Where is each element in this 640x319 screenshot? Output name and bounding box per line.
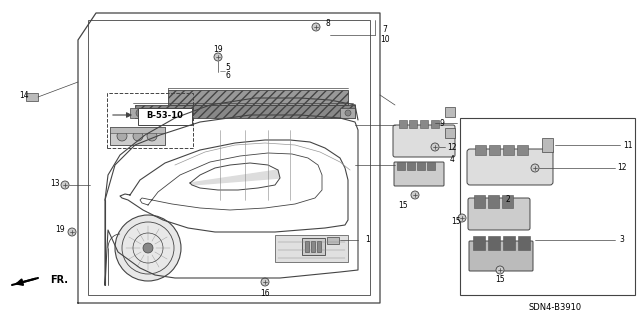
Ellipse shape [411, 191, 419, 199]
Bar [503, 145, 514, 155]
Ellipse shape [133, 131, 143, 141]
FancyBboxPatch shape [468, 198, 530, 230]
Bar [302, 238, 325, 255]
Text: 14: 14 [19, 91, 29, 100]
Ellipse shape [458, 214, 466, 222]
Text: 12: 12 [617, 164, 627, 173]
Text: 9: 9 [440, 118, 444, 128]
Bar [427, 162, 435, 170]
Bar [409, 120, 417, 128]
Text: 5: 5 [225, 63, 230, 72]
FancyBboxPatch shape [467, 149, 553, 185]
Bar [135, 105, 355, 118]
Text: 19: 19 [213, 44, 223, 54]
Text: 13: 13 [50, 179, 60, 188]
Bar [168, 90, 348, 105]
Ellipse shape [147, 131, 157, 141]
Bar [275, 235, 348, 262]
Bar [517, 145, 528, 155]
Text: 10: 10 [380, 35, 390, 44]
Bar [26, 93, 38, 101]
Bar [474, 195, 485, 208]
Ellipse shape [61, 181, 69, 189]
Bar [475, 145, 486, 155]
FancyBboxPatch shape [393, 125, 455, 157]
Bar [340, 108, 355, 118]
Bar [327, 236, 339, 243]
Text: 15: 15 [398, 201, 408, 210]
Ellipse shape [431, 143, 439, 151]
Ellipse shape [214, 53, 222, 61]
Text: 19: 19 [55, 226, 65, 234]
Text: SDN4-B3910: SDN4-B3910 [529, 303, 582, 313]
Text: 4: 4 [449, 155, 454, 165]
Text: 8: 8 [326, 19, 330, 27]
Bar [407, 162, 415, 170]
Bar [488, 236, 500, 250]
Text: 11: 11 [623, 140, 633, 150]
Bar [417, 162, 425, 170]
FancyBboxPatch shape [394, 162, 444, 186]
Bar [445, 128, 455, 138]
Ellipse shape [115, 215, 181, 281]
Bar [518, 236, 530, 250]
Text: 16: 16 [260, 288, 270, 298]
Ellipse shape [143, 243, 153, 253]
Bar [110, 127, 165, 145]
Bar [311, 241, 315, 252]
Bar [138, 108, 192, 125]
Text: FR.: FR. [50, 275, 68, 285]
Bar [489, 145, 500, 155]
Bar [473, 236, 485, 250]
Text: 3: 3 [620, 235, 625, 244]
Bar [107, 93, 193, 148]
Bar [502, 195, 513, 208]
Bar [460, 118, 635, 295]
Bar [130, 108, 150, 118]
Text: B-53-10: B-53-10 [147, 112, 184, 121]
Bar [305, 241, 309, 252]
Text: 1: 1 [365, 235, 371, 244]
Text: 7: 7 [383, 26, 387, 34]
Bar [110, 127, 165, 133]
Text: 6: 6 [225, 71, 230, 80]
Bar [445, 107, 455, 117]
Bar [488, 195, 499, 208]
Bar [399, 120, 407, 128]
Ellipse shape [261, 278, 269, 286]
Text: 15: 15 [495, 276, 505, 285]
Polygon shape [190, 170, 280, 185]
Bar [431, 120, 439, 128]
Text: 15: 15 [451, 218, 461, 226]
Text: 12: 12 [447, 143, 457, 152]
Ellipse shape [496, 266, 504, 274]
Bar [503, 236, 515, 250]
Ellipse shape [531, 164, 539, 172]
Ellipse shape [136, 109, 144, 117]
FancyBboxPatch shape [469, 241, 533, 271]
Ellipse shape [312, 23, 320, 31]
Bar [542, 138, 553, 152]
Bar [88, 20, 370, 295]
Bar [397, 162, 405, 170]
Text: 2: 2 [505, 196, 509, 204]
Ellipse shape [68, 228, 76, 236]
Ellipse shape [345, 110, 351, 116]
Bar [420, 120, 428, 128]
Bar [317, 241, 321, 252]
Ellipse shape [117, 131, 127, 141]
